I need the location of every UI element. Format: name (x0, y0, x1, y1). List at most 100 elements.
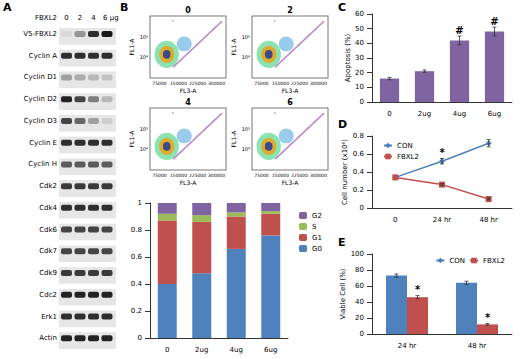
svg-text:Cdk9: Cdk9 (39, 269, 57, 277)
svg-text:G0: G0 (312, 245, 322, 253)
svg-text:V5-FBXL2: V5-FBXL2 (23, 30, 57, 38)
svg-text:Apoptosis (%): Apoptosis (%) (344, 33, 352, 82)
svg-text:48 hr: 48 hr (468, 342, 487, 350)
svg-text:10⁵: 10⁵ (140, 34, 148, 40)
svg-text:0.8: 0.8 (131, 226, 142, 234)
svg-text:#: # (490, 16, 498, 27)
svg-text:2: 2 (287, 6, 293, 15)
svg-text:40: 40 (355, 39, 364, 47)
svg-text:0: 0 (360, 98, 364, 106)
svg-text:FL3-A: FL3-A (180, 87, 198, 94)
svg-text:150000: 150000 (170, 81, 187, 86)
svg-text:6 µg: 6 µg (103, 14, 119, 22)
svg-text:Cdk4: Cdk4 (39, 204, 57, 212)
svg-text:Actin: Actin (39, 334, 57, 342)
svg-text:Cdk7: Cdk7 (39, 247, 57, 255)
svg-text:Cdc2: Cdc2 (39, 291, 57, 299)
svg-text:Cyclin A: Cyclin A (29, 52, 57, 60)
svg-text:6: 6 (287, 98, 293, 107)
svg-text:10⁴: 10⁴ (242, 146, 250, 152)
svg-text:0: 0 (64, 14, 68, 22)
svg-text:100: 100 (351, 250, 364, 258)
svg-text:10⁴: 10⁴ (140, 54, 148, 60)
svg-text:Cdk2: Cdk2 (39, 182, 57, 190)
svg-text:FL3-A: FL3-A (282, 87, 300, 94)
svg-text:0.2: 0.2 (131, 307, 142, 315)
svg-text:FBXL2: FBXL2 (483, 257, 505, 265)
svg-text:10⁴: 10⁴ (140, 146, 148, 152)
svg-text:0.2: 0.2 (353, 186, 364, 194)
svg-text:0.4: 0.4 (131, 280, 143, 288)
svg-text:Cyclin H: Cyclin H (28, 160, 57, 168)
svg-text:24 hr: 24 hr (433, 216, 452, 224)
svg-text:D: D (338, 118, 347, 131)
svg-text:75000: 75000 (254, 81, 268, 86)
svg-text:20: 20 (355, 314, 364, 322)
svg-text:75000: 75000 (254, 173, 268, 178)
svg-text:24 hr: 24 hr (398, 342, 417, 350)
svg-text:FL1-A: FL1-A (128, 38, 135, 56)
svg-text:75000: 75000 (152, 173, 166, 178)
svg-text:FL1-A: FL1-A (230, 38, 237, 56)
svg-text:0.6: 0.6 (353, 150, 365, 158)
svg-text:0.8: 0.8 (353, 132, 364, 140)
svg-text:Cell number (x10⁶): Cell number (x10⁶) (341, 139, 349, 205)
svg-text:150000: 150000 (170, 173, 187, 178)
svg-text:0: 0 (185, 6, 191, 15)
svg-text:10⁵: 10⁵ (242, 126, 250, 132)
svg-text:2ug: 2ug (195, 346, 208, 354)
svg-text:#: # (455, 25, 463, 36)
svg-text:4: 4 (185, 98, 191, 107)
svg-text:10⁵: 10⁵ (242, 34, 250, 40)
svg-text:4: 4 (91, 14, 96, 22)
svg-text:FBXL2: FBXL2 (397, 153, 419, 161)
svg-text:0.6: 0.6 (131, 253, 143, 261)
svg-text:S: S (312, 223, 317, 231)
svg-text:225000: 225000 (189, 173, 206, 178)
svg-text:Cyclin D1: Cyclin D1 (24, 73, 57, 81)
svg-text:G2: G2 (312, 212, 322, 220)
svg-text:0: 0 (360, 204, 364, 212)
svg-text:4ug: 4ug (230, 346, 243, 354)
svg-text:225000: 225000 (291, 81, 308, 86)
svg-text:225000: 225000 (291, 173, 308, 178)
svg-text:*: * (415, 284, 421, 295)
svg-text:300000: 300000 (208, 81, 225, 86)
svg-text:80: 80 (355, 266, 364, 274)
svg-text:2: 2 (78, 14, 82, 22)
svg-text:E: E (338, 236, 346, 249)
svg-text:10⁴: 10⁴ (242, 54, 250, 60)
svg-text:300000: 300000 (310, 173, 327, 178)
svg-text:2ug: 2ug (418, 110, 431, 118)
svg-text:50: 50 (355, 25, 364, 33)
svg-text:0: 0 (138, 334, 142, 342)
svg-text:*: * (485, 312, 491, 323)
svg-text:225000: 225000 (189, 81, 206, 86)
svg-text:C: C (338, 1, 346, 14)
svg-text:300000: 300000 (208, 173, 225, 178)
svg-text:0: 0 (165, 346, 169, 354)
svg-text:10: 10 (355, 83, 364, 91)
svg-text:6ug: 6ug (264, 346, 277, 354)
svg-text:30: 30 (355, 54, 364, 62)
svg-text:B: B (120, 1, 128, 14)
svg-text:150000: 150000 (272, 81, 289, 86)
svg-text:FL3-A: FL3-A (282, 179, 300, 186)
svg-text:FL1-A: FL1-A (230, 130, 237, 148)
svg-text:60: 60 (355, 10, 364, 18)
svg-text:300000: 300000 (310, 81, 327, 86)
svg-text:6ug: 6ug (488, 110, 501, 118)
svg-text:CON: CON (397, 142, 413, 150)
svg-text:CON: CON (449, 257, 465, 265)
svg-text:60: 60 (355, 282, 364, 290)
svg-text:FBXL2: FBXL2 (35, 14, 57, 22)
svg-text:150000: 150000 (272, 173, 289, 178)
svg-text:20: 20 (355, 69, 364, 77)
svg-text:48 hr: 48 hr (479, 216, 498, 224)
svg-text:0: 0 (360, 330, 364, 338)
svg-text:1: 1 (138, 199, 142, 207)
svg-text:40: 40 (355, 298, 364, 306)
svg-text:FL3-A: FL3-A (180, 179, 198, 186)
svg-text:*: * (439, 147, 445, 158)
svg-text:0.4: 0.4 (353, 168, 365, 176)
